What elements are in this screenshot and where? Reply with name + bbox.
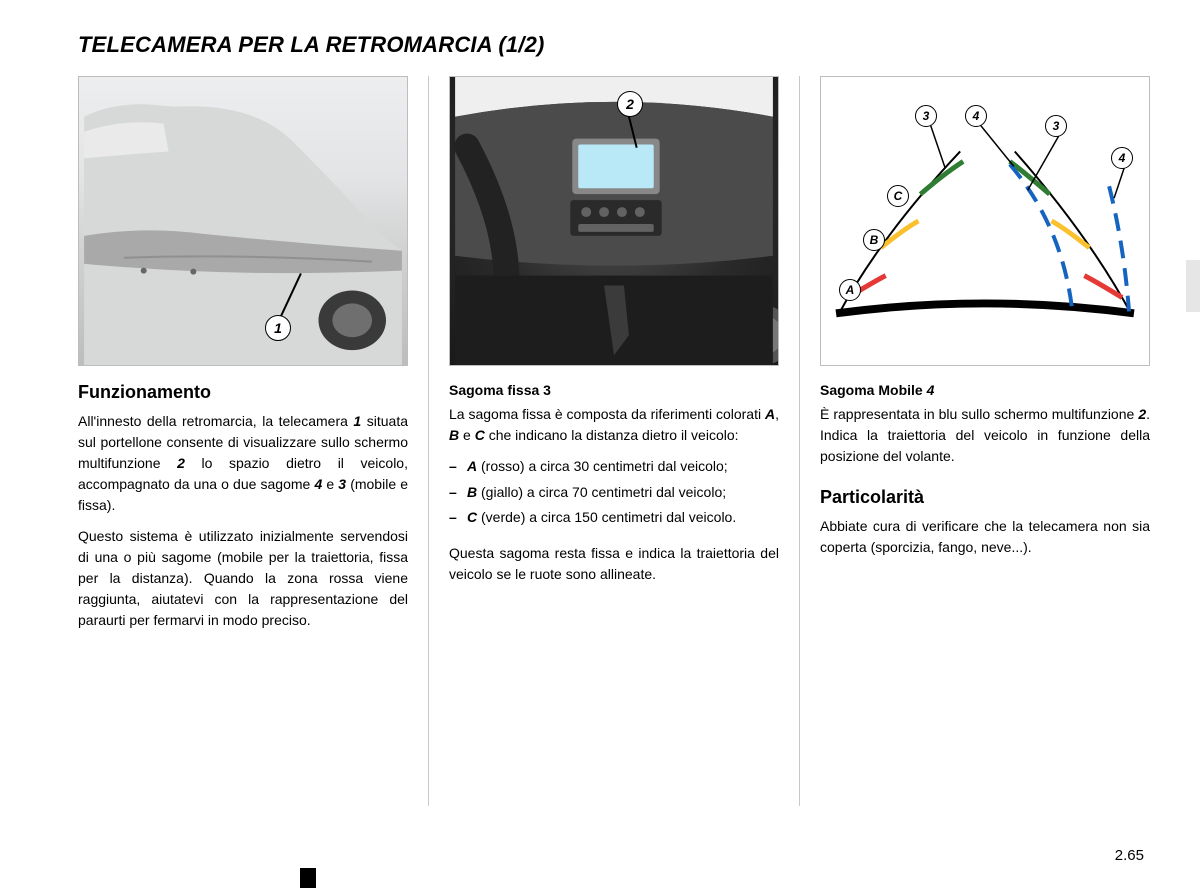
list-item: B (giallo) a circa 70 centimetri dal vei… [467, 482, 779, 504]
side-tab [1186, 260, 1200, 312]
list-item: A (rosso) a circa 30 centimetri dal veic… [467, 456, 779, 478]
ref-2: 2 [177, 455, 185, 471]
figure-1-photo: 1 [78, 76, 408, 366]
ref-C: C [475, 427, 485, 443]
t: (rosso) a circa 30 centimetri dal veicol… [477, 458, 728, 474]
col2-p2: Questa sagoma resta fissa e indica la tr… [449, 543, 779, 585]
t: (verde) a circa 150 centimetri dal veico… [477, 509, 736, 525]
car-rear-sketch [79, 77, 407, 365]
list-item: C (verde) a circa 150 centimetri dal vei… [467, 507, 779, 529]
label-C: C [887, 185, 909, 207]
page-number: 2.65 [1115, 847, 1144, 864]
li-A: A [467, 458, 477, 474]
t: (giallo) a circa 70 centimetri dal veico… [477, 484, 726, 500]
t: , [775, 406, 779, 422]
ref-A: A [765, 406, 775, 422]
label-3-left: 3 [915, 105, 937, 127]
heading-sagoma-fissa: Sagoma fissa 3 [449, 382, 779, 398]
figure-1: 39967 1 [78, 76, 408, 366]
t: Sagoma Mobile [820, 382, 927, 398]
t: e [459, 427, 475, 443]
ref-3: 3 [338, 476, 346, 492]
t: La sagoma fissa è composta da riferiment… [449, 406, 765, 422]
distance-list: A (rosso) a circa 30 centimetri dal veic… [449, 456, 779, 533]
t: All'innesto della retromarcia, la teleca… [78, 413, 353, 429]
callout-2: 2 [617, 91, 643, 117]
li-B: B [467, 484, 477, 500]
ref-2: 2 [1138, 406, 1146, 422]
figure-3: 39009 [820, 76, 1150, 366]
label-4-left: 4 [965, 105, 987, 127]
col2-p1: La sagoma fissa è composta da riferiment… [449, 404, 779, 446]
col3-p1: È rappresentata in blu sullo schermo mul… [820, 404, 1150, 467]
dashboard-sketch [450, 77, 778, 365]
figure-2-photo: 2 [449, 76, 779, 366]
t: che indicano la distanza dietro il veico… [485, 427, 739, 443]
heading-funzionamento: Funzionamento [78, 382, 408, 403]
page-title: TELECAMERA PER LA RETROMARCIA (1/2) [78, 32, 1150, 58]
three-column-layout: 39967 1 Funzionamento [78, 76, 1150, 806]
col1-p1: All'innesto della retromarcia, la teleca… [78, 411, 408, 516]
heading-sagoma-mobile: Sagoma Mobile 4 [820, 382, 1150, 398]
col1-p2: Questo sistema è utilizzato inizialmente… [78, 526, 408, 631]
callout-1: 1 [265, 315, 291, 341]
label-B: B [863, 229, 885, 251]
li-C: C [467, 509, 477, 525]
footer-black-tab [300, 868, 316, 888]
figure-2: 39901 [449, 76, 779, 366]
t: È rappresentata in blu sullo schermo mul… [820, 406, 1138, 422]
column-2: 39901 [428, 76, 779, 806]
label-4-right: 4 [1111, 147, 1133, 169]
label-3-right: 3 [1045, 115, 1067, 137]
t: e [322, 476, 338, 492]
column-1: 39967 1 Funzionamento [78, 76, 408, 806]
label-A: A [839, 279, 861, 301]
heading-particolarita: Particolarità [820, 487, 1150, 508]
column-3: 39009 [799, 76, 1150, 806]
ref-4: 4 [927, 382, 935, 398]
col3-p2: Abbiate cura di verificare che la teleca… [820, 516, 1150, 558]
figure-3-diagram: A B C 3 4 3 4 [820, 76, 1150, 366]
ref-B: B [449, 427, 459, 443]
